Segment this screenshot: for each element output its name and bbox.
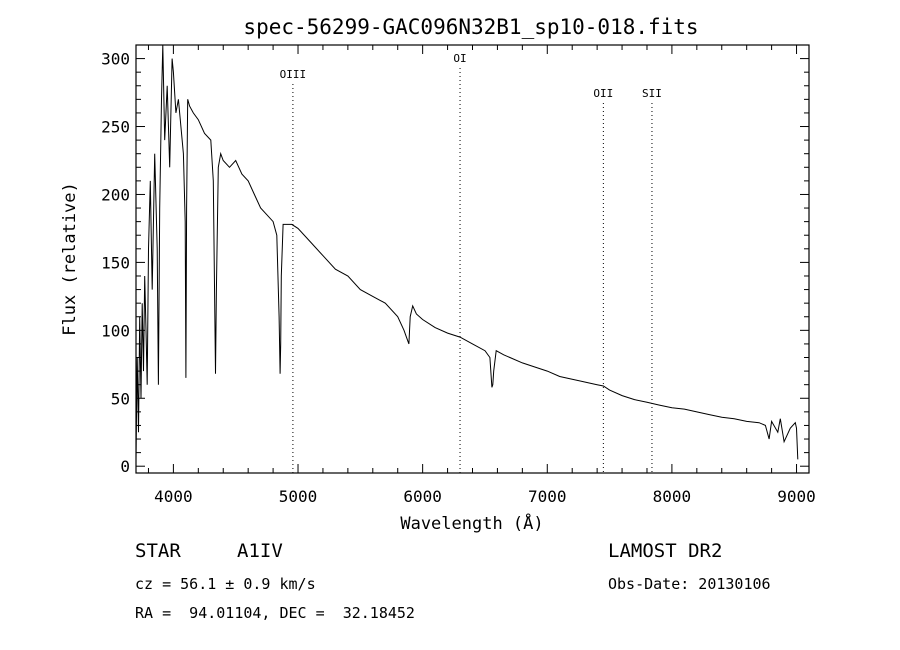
y-axis-label: Flux (relative) <box>60 182 80 336</box>
redshift-value: cz = 56.1 ± 0.9 km/s <box>135 575 316 593</box>
x-tick-label: 8000 <box>653 487 692 506</box>
emission-line-label: OIII <box>280 68 307 81</box>
x-axis-ticks: 4000 5000 6000 7000 8000 9000 <box>147 45 816 506</box>
emission-line-label: OII <box>593 87 613 100</box>
emission-line-label: SII <box>642 87 662 100</box>
x-tick-label: 5000 <box>279 487 318 506</box>
survey-name: LAMOST DR2 <box>608 540 723 562</box>
object-class: STAR <box>135 540 181 562</box>
y-tick-label: 150 <box>101 253 130 272</box>
y-tick-label: 50 <box>111 389 130 408</box>
y-tick-label: 0 <box>120 457 130 476</box>
observation-date: Obs-Date: 20130106 <box>608 575 771 593</box>
spectrum-line <box>135 44 799 460</box>
y-tick-label: 100 <box>101 321 130 340</box>
x-tick-label: 9000 <box>777 487 816 506</box>
spectral-subclass: A1IV <box>237 540 283 562</box>
x-tick-label: 7000 <box>528 487 567 506</box>
emission-lines: OIII OI OII SII <box>280 52 662 473</box>
y-tick-label: 300 <box>101 50 130 69</box>
y-tick-label: 250 <box>101 118 130 137</box>
emission-line-label: OI <box>453 52 466 65</box>
y-axis-ticks: 0 50 100 150 200 250 300 <box>101 50 809 476</box>
x-tick-label: 6000 <box>403 487 442 506</box>
plot-frame <box>135 44 810 474</box>
chart-title: spec-56299-GAC096N32B1_sp10-018.fits <box>243 15 698 39</box>
x-axis-label: Wavelength (Å) <box>400 512 543 534</box>
coordinates: RA = 94.01104, DEC = 32.18452 <box>135 604 415 622</box>
x-tick-label: 4000 <box>154 487 193 506</box>
y-tick-label: 200 <box>101 185 130 204</box>
